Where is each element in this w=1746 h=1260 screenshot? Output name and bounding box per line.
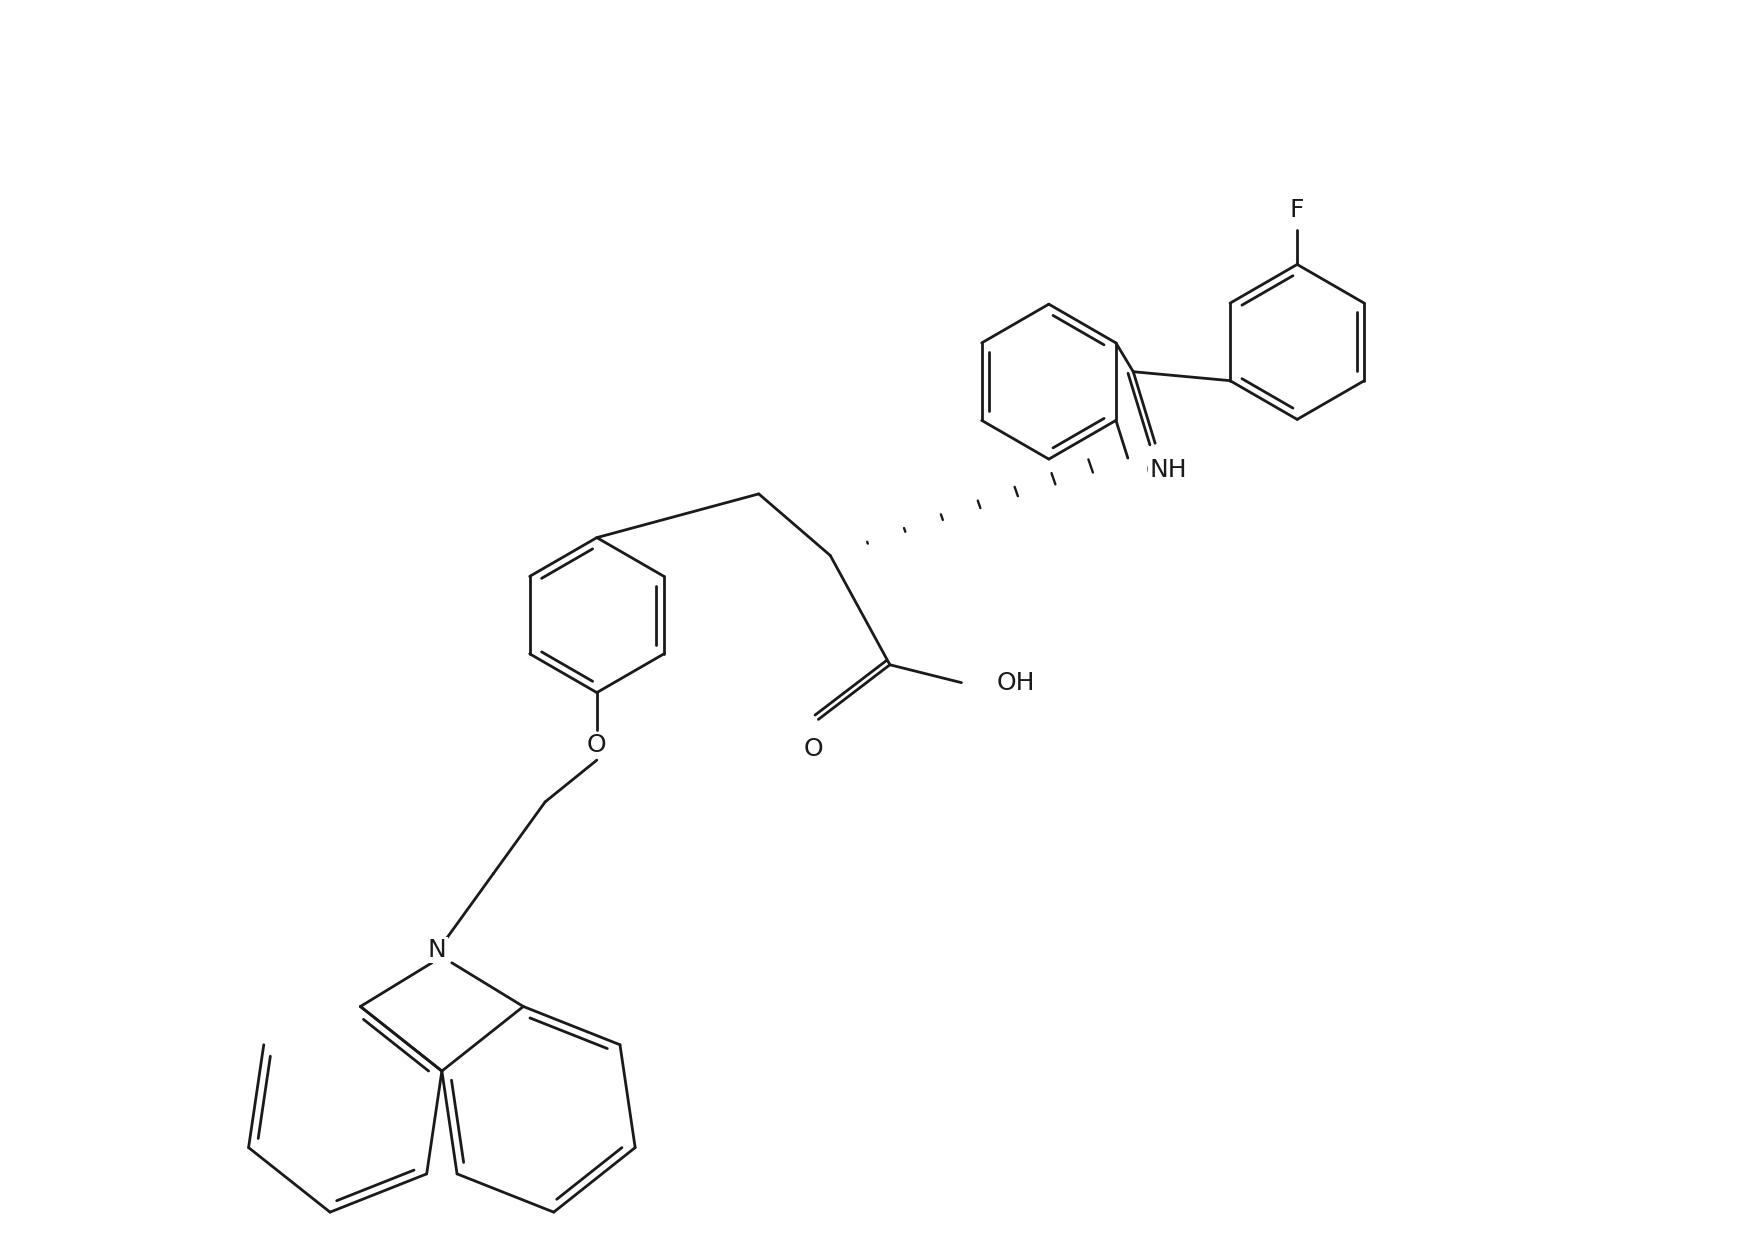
Text: OH: OH xyxy=(997,670,1035,694)
Text: O: O xyxy=(1145,459,1165,483)
Text: O: O xyxy=(587,733,606,757)
Text: N: N xyxy=(428,937,447,961)
Text: O: O xyxy=(803,737,822,761)
Text: NH: NH xyxy=(1149,459,1187,483)
Text: F: F xyxy=(1290,198,1304,222)
